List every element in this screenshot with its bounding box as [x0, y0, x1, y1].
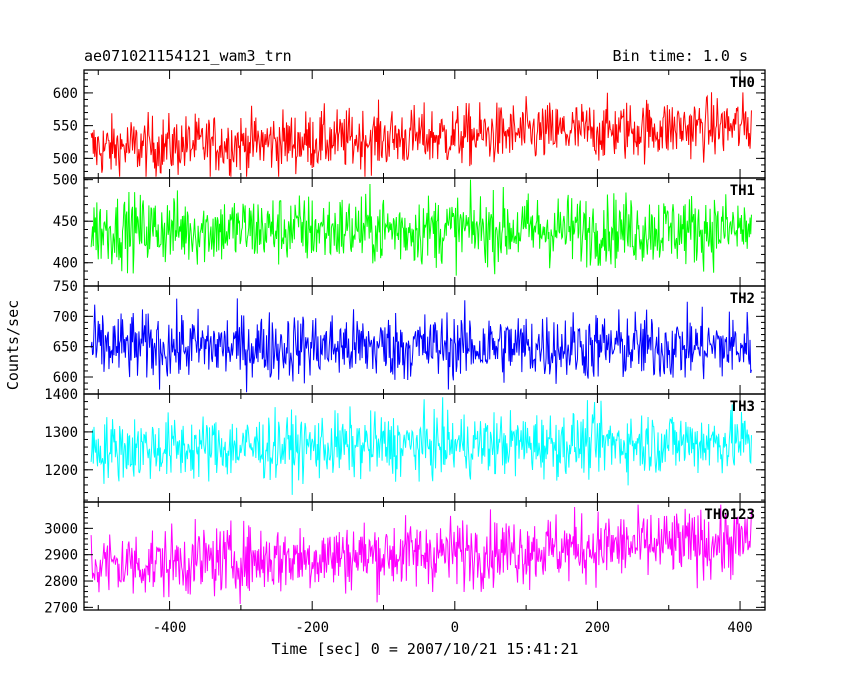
series-line-th0123	[90, 504, 752, 604]
panel-th0: 500 550 600 TH0	[53, 69, 766, 179]
y-tick-label: 750	[53, 279, 78, 295]
x-tick-label: 0	[451, 620, 459, 636]
panel-label-th0: TH0	[730, 75, 755, 91]
y-tick-label: 1200	[44, 463, 78, 479]
y-axis-label: Counts/sec	[4, 300, 22, 390]
y-tick-label: 1400	[44, 387, 78, 403]
panel-label-th2: TH2	[730, 291, 755, 307]
chart-title: ae071021154121_wam3_trn	[84, 47, 292, 65]
y-tick-label: 1300	[44, 425, 78, 441]
x-tick-label: -200	[295, 620, 329, 636]
y-tick-label: 650	[53, 340, 78, 356]
x-axis: -400 -200 0 200 400	[153, 620, 753, 636]
y-tick-label: 600	[53, 370, 78, 386]
x-axis-label: Time [sec] 0 = 2007/10/21 15:41:21	[271, 640, 578, 658]
y-tick-label: 450	[53, 214, 78, 230]
panel-th3: 1200 1300 1400 TH3	[44, 387, 766, 503]
series-line-th0	[90, 92, 752, 177]
panels-group: 500 550 600 TH0 400 450 500 TH1 600 650 700 750 TH2 1…	[44, 69, 766, 616]
y-tick-label: 2900	[44, 548, 78, 564]
series-line-th1	[90, 179, 752, 276]
y-tick-label: 2800	[44, 574, 78, 590]
y-tick-label: 550	[53, 119, 78, 135]
y-tick-label: 500	[53, 151, 78, 167]
y-tick-label: 500	[53, 173, 78, 189]
series-line-th2	[90, 298, 752, 393]
y-tick-label: 400	[53, 256, 78, 272]
panel-label-th3: TH3	[730, 399, 755, 415]
series-line-th3	[90, 397, 752, 495]
x-tick-label: 400	[727, 620, 752, 636]
x-tick-label: 200	[585, 620, 610, 636]
y-tick-label: 700	[53, 309, 78, 325]
panel-frame	[83, 501, 766, 611]
panel-label-th0123: TH0123	[704, 507, 755, 523]
panel-th0123: 2700 2800 2900 3000 TH0123	[44, 501, 766, 616]
panel-label-th1: TH1	[730, 183, 755, 199]
bin-time-label: Bin time: 1.0 s	[613, 47, 748, 65]
y-tick-label: 2700	[44, 600, 78, 616]
panel-th2: 600 650 700 750 TH2	[53, 279, 766, 395]
y-tick-label: 3000	[44, 521, 78, 537]
panel-th1: 400 450 500 TH1	[53, 173, 766, 287]
x-tick-label: -400	[153, 620, 187, 636]
y-tick-label: 600	[53, 86, 78, 102]
